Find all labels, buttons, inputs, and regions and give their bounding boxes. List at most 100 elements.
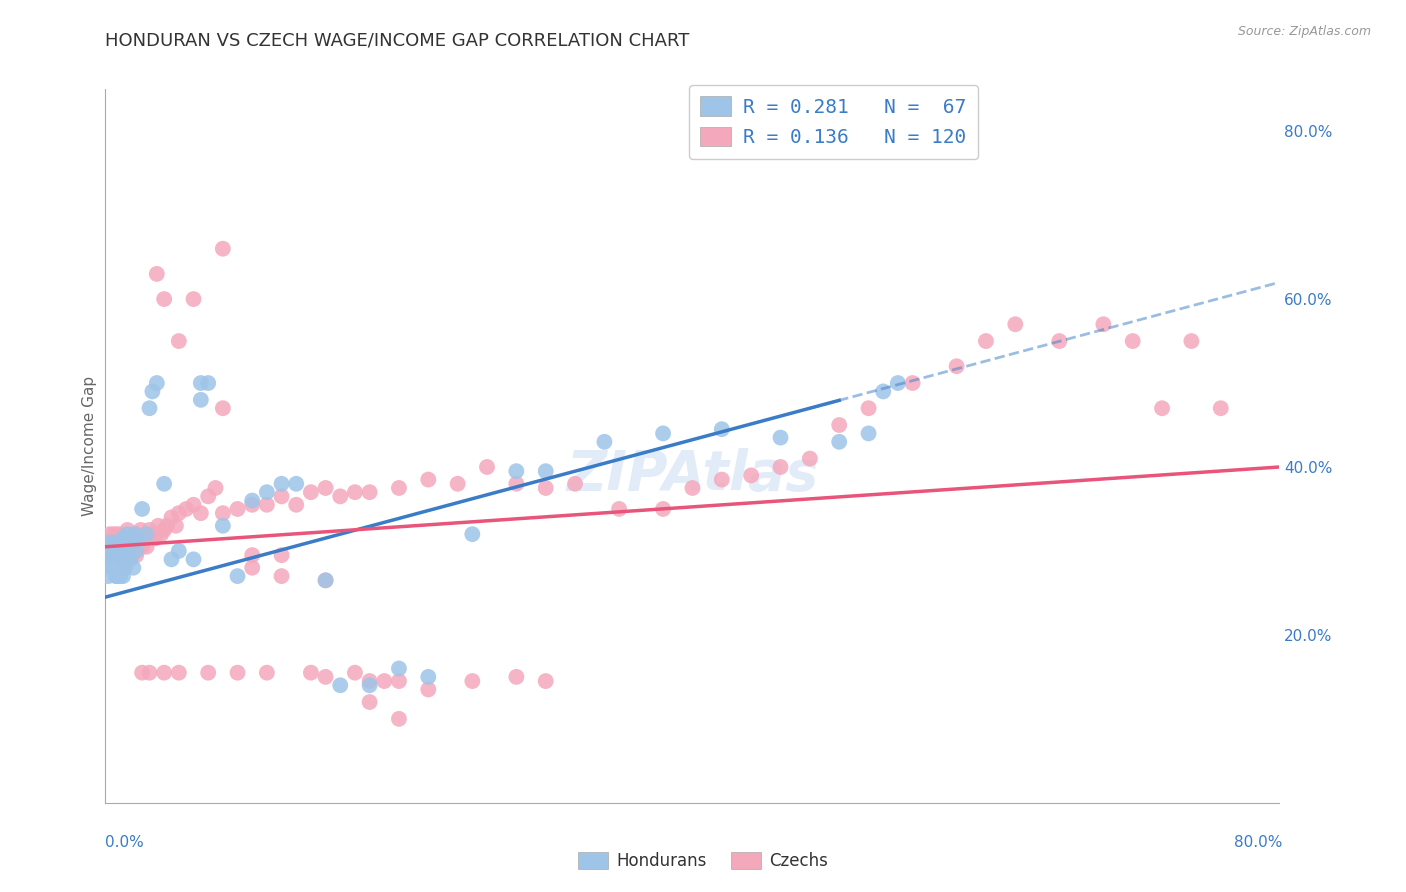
- Point: [388, 674, 411, 689]
- Point: [110, 535, 132, 549]
- Point: [114, 560, 136, 574]
- Point: [183, 498, 205, 512]
- Point: [418, 670, 440, 684]
- Legend: Hondurans, Czechs: Hondurans, Czechs: [571, 845, 835, 877]
- Point: [141, 384, 163, 399]
- Point: [100, 544, 122, 558]
- Y-axis label: Wage/Income Gap: Wage/Income Gap: [82, 376, 97, 516]
- Point: [108, 569, 131, 583]
- Point: [160, 552, 183, 566]
- Point: [299, 665, 322, 680]
- Point: [100, 560, 122, 574]
- Point: [122, 560, 145, 574]
- Point: [211, 506, 233, 520]
- Point: [285, 498, 308, 512]
- Point: [104, 552, 127, 566]
- Point: [240, 493, 263, 508]
- Point: [211, 518, 233, 533]
- Point: [828, 417, 851, 432]
- Legend: R = 0.281   N =  67, R = 0.136   N = 120: R = 0.281 N = 67, R = 0.136 N = 120: [689, 85, 979, 159]
- Point: [105, 548, 128, 562]
- Point: [108, 532, 131, 546]
- Point: [143, 532, 166, 546]
- Point: [211, 401, 233, 416]
- Point: [128, 540, 150, 554]
- Point: [150, 527, 173, 541]
- Point: [98, 535, 121, 549]
- Point: [197, 376, 219, 390]
- Point: [858, 401, 880, 416]
- Point: [240, 560, 263, 574]
- Point: [461, 674, 484, 689]
- Point: [97, 569, 120, 583]
- Point: [388, 661, 411, 675]
- Point: [534, 674, 557, 689]
- Point: [153, 476, 176, 491]
- Point: [165, 518, 187, 533]
- Point: [107, 544, 129, 558]
- Point: [148, 518, 170, 533]
- Point: [858, 426, 880, 441]
- Point: [103, 527, 125, 541]
- Point: [299, 485, 322, 500]
- Point: [418, 682, 440, 697]
- Point: [112, 548, 135, 562]
- Point: [534, 464, 557, 478]
- Point: [359, 678, 381, 692]
- Point: [505, 476, 527, 491]
- Point: [872, 384, 894, 399]
- Point: [110, 544, 132, 558]
- Point: [828, 434, 851, 449]
- Point: [115, 544, 138, 558]
- Point: [101, 535, 124, 549]
- Point: [799, 451, 821, 466]
- Point: [270, 548, 292, 562]
- Point: [100, 548, 122, 562]
- Point: [108, 552, 131, 566]
- Point: [887, 376, 910, 390]
- Point: [153, 292, 176, 306]
- Point: [105, 569, 128, 583]
- Point: [1047, 334, 1070, 348]
- Point: [1092, 318, 1115, 332]
- Point: [115, 552, 138, 566]
- Point: [107, 527, 129, 541]
- Point: [461, 527, 484, 541]
- Point: [131, 540, 153, 554]
- Point: [190, 392, 212, 407]
- Point: [127, 532, 149, 546]
- Point: [120, 540, 142, 554]
- Point: [103, 544, 125, 558]
- Point: [138, 665, 160, 680]
- Point: [388, 481, 411, 495]
- Point: [740, 468, 762, 483]
- Point: [359, 674, 381, 689]
- Point: [359, 485, 381, 500]
- Point: [105, 535, 128, 549]
- Point: [127, 532, 149, 546]
- Text: HONDURAN VS CZECH WAGE/INCOME GAP CORRELATION CHART: HONDURAN VS CZECH WAGE/INCOME GAP CORREL…: [105, 31, 690, 49]
- Point: [114, 560, 136, 574]
- Point: [112, 569, 135, 583]
- Point: [110, 552, 132, 566]
- Point: [138, 401, 160, 416]
- Point: [197, 665, 219, 680]
- Point: [167, 506, 190, 520]
- Point: [135, 540, 157, 554]
- Point: [505, 464, 527, 478]
- Point: [146, 376, 169, 390]
- Point: [534, 481, 557, 495]
- Point: [104, 532, 127, 546]
- Point: [153, 665, 176, 680]
- Point: [226, 502, 249, 516]
- Point: [132, 532, 155, 546]
- Point: [135, 527, 157, 541]
- Text: ZIPAtlas: ZIPAtlas: [567, 448, 818, 501]
- Point: [129, 523, 152, 537]
- Point: [240, 548, 263, 562]
- Point: [118, 548, 141, 562]
- Point: [901, 376, 924, 390]
- Point: [115, 532, 138, 546]
- Point: [117, 544, 139, 558]
- Point: [343, 665, 366, 680]
